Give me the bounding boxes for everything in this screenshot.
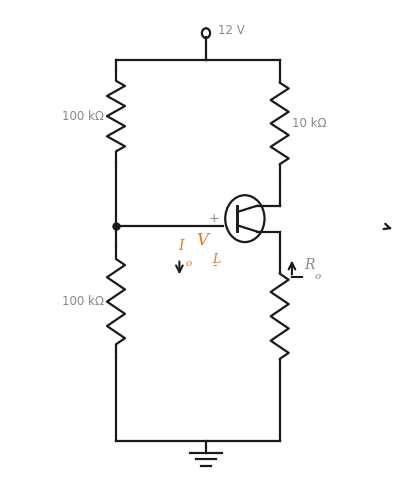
Text: -: -: [212, 259, 216, 272]
Text: 100 kΩ: 100 kΩ: [62, 295, 104, 308]
Text: V: V: [196, 232, 208, 249]
Text: o: o: [314, 273, 321, 281]
Text: R: R: [304, 258, 315, 272]
Text: 100 kΩ: 100 kΩ: [62, 109, 104, 123]
Text: o: o: [185, 259, 192, 268]
Text: +: +: [209, 213, 220, 225]
Text: L: L: [212, 253, 220, 266]
Text: I: I: [178, 239, 183, 253]
Text: 12 V: 12 V: [218, 24, 245, 37]
Text: 10 kΩ: 10 kΩ: [292, 117, 327, 130]
